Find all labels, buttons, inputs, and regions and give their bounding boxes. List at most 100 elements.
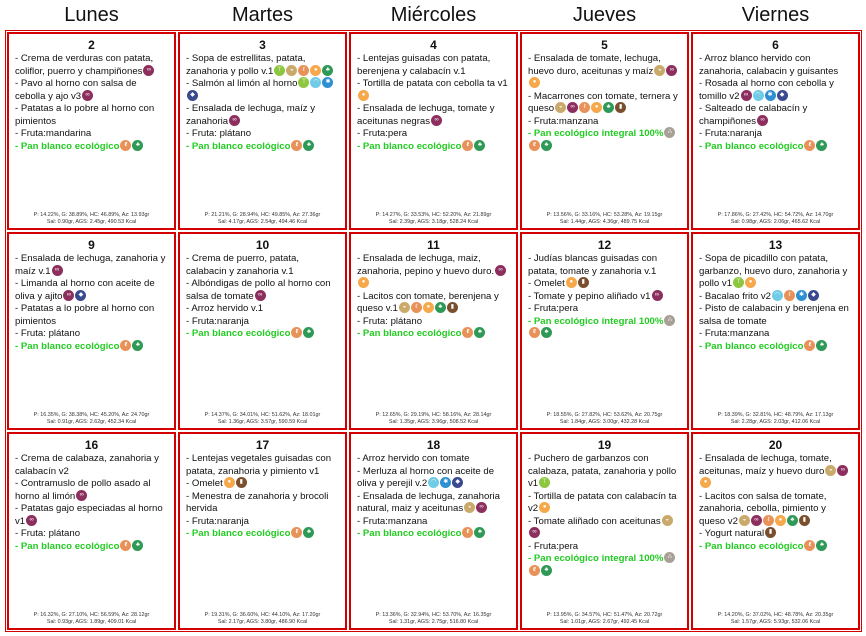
gluten-allergen-icon: ℓ bbox=[291, 139, 303, 151]
menu-item: - Fruta:naranja bbox=[186, 516, 339, 529]
nutrition-line: P: 14.37%, G: 34.01%, HC: 51.62%, Az: 18… bbox=[204, 412, 321, 418]
menu-item: - Ensalada de tomate, lechuga, huevo dur… bbox=[528, 53, 681, 91]
menu-item-text: - Pavo al horno con salsa de cebolla y a… bbox=[15, 78, 137, 102]
day-cell: 2- Crema de verduras con patata, coliflo… bbox=[7, 32, 176, 230]
nutrition-line: P: 16.35%, G: 38.38%, HC: 45.20%, Az: 24… bbox=[33, 412, 150, 418]
menu-item-text: - Pan blanco ecológico bbox=[357, 328, 462, 340]
sulphite-allergen-icon: ∞ bbox=[757, 114, 769, 126]
milk-allergen-icon: ▮ bbox=[577, 277, 589, 288]
menu-item: - Lentejas vegetales guisadas con patata… bbox=[186, 453, 339, 478]
menu-item: - Pan ecológico integral 100% ∴ ℓ ♣ bbox=[528, 127, 681, 153]
sulphite-allergen-icon: ∞ bbox=[740, 89, 752, 101]
menu-item-text: - Fruta: plátano bbox=[15, 528, 81, 540]
sulphite-allergen-icon: ∞ bbox=[26, 514, 38, 526]
weekday-headers: Lunes Martes Miércoles Jueves Viernes bbox=[6, 2, 861, 28]
sulphite-allergen-icon: ∞ bbox=[750, 514, 762, 526]
menu-item-text: - Ensalada de tomate, lechuga, huevo dur… bbox=[528, 53, 661, 77]
gluten-allergen-icon: ℓ bbox=[120, 539, 132, 551]
menu-item: - Tomate aliñado con aceitunas ◒ ∞ bbox=[528, 514, 681, 541]
nutrition-line: P: 12.65%, G: 29.19%, HC: 58.16%, Az: 28… bbox=[375, 412, 492, 418]
day-number: 19 bbox=[597, 438, 612, 452]
nutrition-line: Sal: 1.36gr, AGS: 3.57gr, 590.59 Kcal bbox=[217, 419, 308, 425]
soy-allergen-icon: ♣ bbox=[132, 139, 144, 151]
menu-item-text: - Omelet bbox=[186, 478, 223, 490]
sulphite-allergen-icon: ∞ bbox=[82, 89, 94, 101]
menu-item-text: - Pan blanco ecológico bbox=[15, 340, 120, 352]
menu-item: - Merluza al horno con aceite de oliva y… bbox=[357, 466, 510, 491]
menu-item-text: - Patatas a lo pobre al horno con pimien… bbox=[15, 303, 155, 327]
gluten-allergen-icon: ℓ bbox=[762, 514, 774, 526]
sulphite-allergen-icon: ∞ bbox=[651, 289, 663, 301]
menu-item: - Pan blanco ecológico ℓ ♣ bbox=[15, 539, 168, 554]
nutrition-line: P: 17.86%, G: 27.42%, HC: 54.72%, Az: 14… bbox=[717, 212, 834, 218]
menu-item-text: - Pan blanco ecológico bbox=[186, 328, 291, 340]
celery-allergen-icon: ⊤ bbox=[733, 277, 745, 288]
nutrition-line: P: 16.32%, G: 27.10%, HC: 56.59%, Az: 28… bbox=[33, 612, 150, 618]
menu-item-text: - Fruta:manzana bbox=[528, 115, 599, 127]
menu-item-text: - Fruta:pera bbox=[357, 128, 408, 140]
day-cell: 12- Judías blancas guisadas con patata, … bbox=[520, 232, 689, 430]
gluten-allergen-icon: ℓ bbox=[462, 527, 474, 539]
menu-item: - Omelet ● ▮ bbox=[186, 477, 339, 491]
soy-allergen-icon: ♣ bbox=[132, 339, 144, 351]
crustacean-allergen-icon: ✱ bbox=[796, 289, 807, 301]
egg-allergen-icon: ● bbox=[745, 277, 757, 288]
nutrition-line: P: 18.39%, G: 32.81%, HC: 48.79%, Az: 17… bbox=[717, 412, 834, 418]
soy-allergen-icon: ♣ bbox=[541, 139, 552, 151]
gluten-allergen-icon: ℓ bbox=[804, 539, 816, 551]
menu-item-text: - Limanda al horno con aceite de oliva y… bbox=[15, 278, 155, 302]
menu-item: - Pan blanco ecológico ℓ ♣ bbox=[699, 139, 852, 154]
header-martes: Martes bbox=[231, 4, 294, 26]
mustard-allergen-icon: ◒ bbox=[738, 514, 750, 526]
soy-allergen-icon: ♣ bbox=[303, 527, 315, 539]
gluten-allergen-icon: ℓ bbox=[462, 139, 474, 151]
soy-allergen-icon: ♣ bbox=[786, 514, 798, 526]
nutrition-line: Sal: 1.01gr, AGS: 2.67gr, 492.45 Kcal bbox=[559, 619, 650, 625]
day-number: 16 bbox=[84, 438, 99, 452]
sulphite-allergen-icon: ∞ bbox=[567, 102, 579, 114]
nutrition-line: P: 13.56%, G: 33.16%, HC: 53.28%, Az: 19… bbox=[546, 212, 663, 218]
menu-item: - Pan blanco ecológico ℓ ♣ bbox=[357, 527, 510, 541]
mustard-allergen-icon: ◒ bbox=[825, 464, 837, 476]
menu-item: - Sopa de estrellitas, patata, zanahoria… bbox=[186, 53, 339, 78]
nutrition-line: Sal: 1.44gr, AGS: 4.36gr, 489.75 Kcal bbox=[559, 219, 650, 225]
nutrition-line: P: 13.95%, G: 34.57%, HC: 51.47%, Az: 20… bbox=[546, 612, 663, 618]
day-cell: 13- Sopa de picadillo con patata, garban… bbox=[691, 232, 860, 430]
menu-item: - Limanda al horno con aceite de oliva y… bbox=[15, 278, 168, 303]
menu-item-text: - Ensalada de lechuga, tomate, aceitunas… bbox=[699, 453, 832, 477]
egg-allergen-icon: ● bbox=[591, 102, 603, 114]
menu-item: - Pan blanco ecológico ℓ ♣ bbox=[357, 139, 510, 154]
soy-allergen-icon: ♣ bbox=[474, 139, 486, 151]
menu-item: - Pan ecológico integral 100% ∴ ℓ ♣ bbox=[528, 314, 681, 341]
soy-allergen-icon: ♣ bbox=[303, 139, 315, 151]
menu-item: - Patatas gajo especiadas al horno v1 ∞ bbox=[15, 503, 168, 528]
menu-item: - Bacalao frito v2 ◠ ℓ ✱ ◆ bbox=[699, 289, 852, 304]
nutrition-line: Sal: 2.17gr, AGS: 3.80gr, 486.90 Kcal bbox=[217, 619, 308, 625]
menu-item-text: - Patatas a lo pobre al horno con pimien… bbox=[15, 103, 155, 127]
fish-allergen-icon: ◆ bbox=[75, 289, 87, 301]
gluten-allergen-icon: ℓ bbox=[120, 339, 132, 351]
gluten-allergen-icon: ℓ bbox=[291, 327, 303, 339]
gluten-allergen-icon: ℓ bbox=[784, 289, 795, 301]
sesame-allergen-icon: ∴ bbox=[664, 127, 676, 139]
day-cell: 17- Lentejas vegetales guisadas con pata… bbox=[178, 432, 347, 630]
menu-item-text: - Tortilla de patata con cebolla ta v1 bbox=[357, 78, 508, 89]
menu-item-text: - Crema de verduras con patata, coliflor… bbox=[15, 53, 154, 77]
celery-allergen-icon: ⊤ bbox=[298, 77, 310, 89]
menu-item-text: - Fruta: plátano bbox=[357, 315, 423, 327]
day-number: 9 bbox=[88, 238, 95, 252]
menu-item-text: - Yogurt natural bbox=[699, 528, 765, 540]
sulphite-allergen-icon: ∞ bbox=[254, 289, 266, 301]
header-lunes: Lunes bbox=[64, 4, 119, 26]
menu-item-text: - Ensalada de lechuga, zanahoria natural… bbox=[357, 490, 500, 515]
menu-item: - Rosada al horno con cebolla y tomillo … bbox=[699, 78, 852, 103]
sulphite-allergen-icon: ∞ bbox=[529, 527, 540, 539]
sulphite-allergen-icon: ∞ bbox=[63, 289, 75, 301]
sulphite-allergen-icon: ∞ bbox=[76, 489, 88, 501]
menu-item-text: - Salmón al limón al horno bbox=[186, 78, 298, 90]
menu-item: - Tortilla de patata con calabacín ta v2… bbox=[528, 491, 681, 516]
egg-allergen-icon: ● bbox=[358, 277, 369, 289]
menu-item: - Salteado de calabacín y champiñones ∞ bbox=[699, 103, 852, 128]
gluten-allergen-icon: ℓ bbox=[298, 64, 310, 76]
menu-item: - Fruta: plátano bbox=[186, 128, 339, 141]
